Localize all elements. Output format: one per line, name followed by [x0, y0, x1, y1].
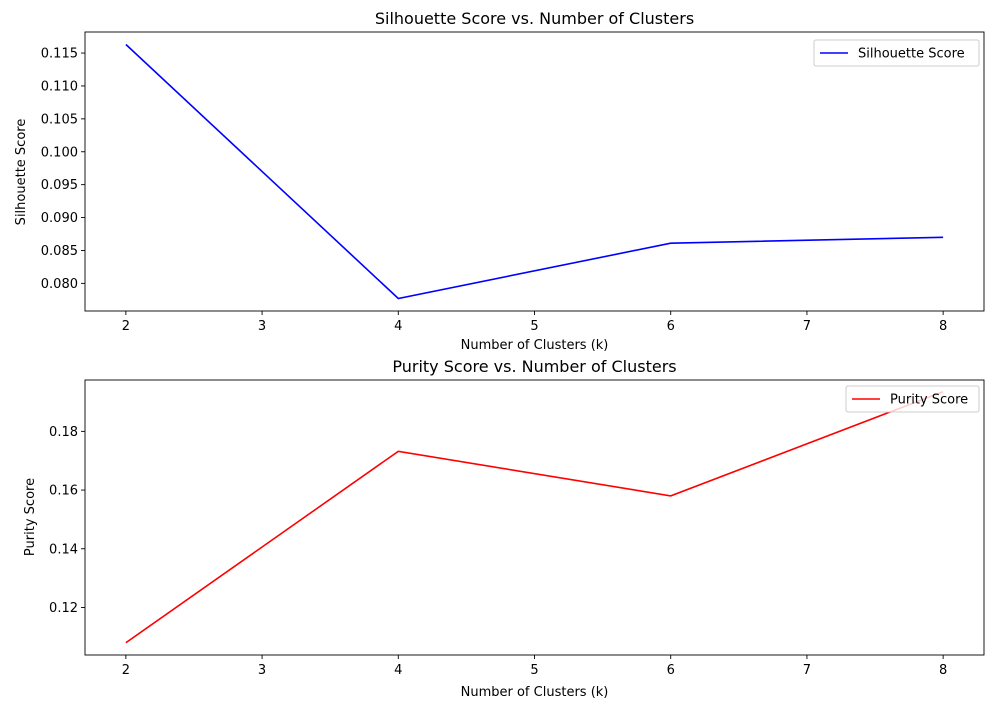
series-line [125, 43, 944, 300]
x-tick-label: 3 [258, 319, 266, 334]
purity-chart: Purity Score vs. Number of Clusters Numb… [23, 357, 985, 700]
x-tick-label: 4 [394, 663, 402, 678]
legend-box [845, 385, 980, 413]
x-tick-label: 7 [803, 319, 811, 334]
y-tick-label: 0.18 [49, 425, 78, 440]
x-tick-label: 5 [530, 319, 538, 334]
x-tick-label: 8 [939, 663, 947, 678]
x-tick-label: 4 [394, 319, 402, 334]
x-tick-label: 6 [667, 319, 675, 334]
x-axis-label: Number of Clusters (k) [461, 685, 609, 700]
legend-box [813, 39, 980, 67]
x-tick-label: 3 [258, 663, 266, 678]
y-tick-label: 0.095 [41, 178, 78, 193]
y-tick-label: 0.100 [41, 145, 78, 160]
legend-label: Silhouette Score [858, 47, 965, 62]
plot-frame [84, 379, 985, 656]
y-tick-label: 0.085 [41, 244, 78, 259]
y-tick-label: 0.14 [49, 542, 78, 557]
plot-frame [84, 31, 985, 312]
y-tick-label: 0.110 [41, 79, 78, 94]
y-tick-label: 0.115 [41, 47, 78, 62]
x-tick-label: 5 [530, 663, 538, 678]
legend-label: Purity Score [890, 393, 968, 408]
chart-title: Purity Score vs. Number of Clusters [392, 357, 676, 376]
x-tick-label: 7 [803, 663, 811, 678]
y-tick-label: 0.16 [49, 484, 78, 499]
x-tick-label: 8 [939, 319, 947, 334]
y-tick-label: 0.090 [41, 211, 78, 226]
series-line [125, 390, 944, 644]
axes: 2 3 4 5 6 7 8 0.12 0.14 0.16 0.18 [49, 379, 985, 678]
legend: Purity Score [845, 385, 980, 413]
legend: Silhouette Score [813, 39, 980, 67]
y-tick-label: 0.080 [41, 277, 78, 292]
x-tick-label: 2 [122, 663, 130, 678]
chart-title: Silhouette Score vs. Number of Clusters [375, 9, 694, 28]
x-axis-label: Number of Clusters (k) [461, 338, 609, 353]
x-tick-label: 2 [122, 319, 130, 334]
y-tick-label: 0.105 [41, 112, 78, 127]
y-axis-label: Purity Score [23, 478, 38, 556]
x-tick-label: 6 [667, 663, 675, 678]
y-tick-label: 0.12 [49, 601, 78, 616]
y-axis-label: Silhouette Score [14, 119, 29, 226]
silhouette-chart: Silhouette Score vs. Number of Clusters … [14, 9, 985, 353]
axes: 2 3 4 5 6 7 8 0.080 0.085 0.090 0.095 0.100 0.105 0.1… [41, 31, 985, 334]
